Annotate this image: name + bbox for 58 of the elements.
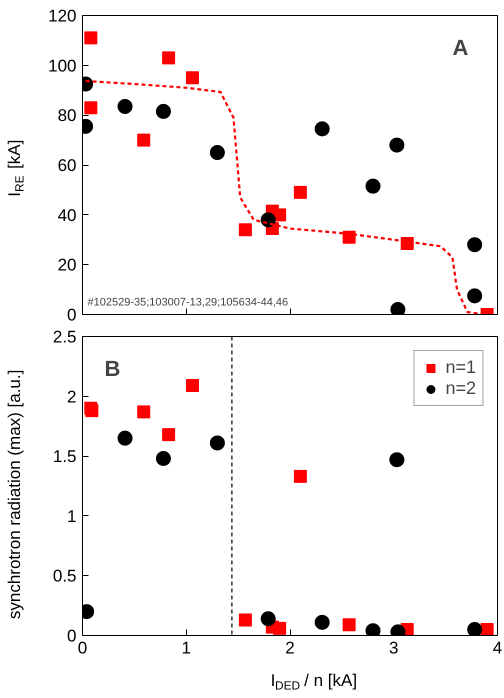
y-tick-label: 1: [67, 506, 77, 526]
x-tick-label: 1: [182, 638, 191, 658]
x-tick-label: 4: [492, 638, 502, 658]
annotation: #102529-35;103007-13,29;105634-44,46: [88, 296, 288, 308]
point: [118, 98, 133, 114]
point: [400, 236, 414, 250]
point: [366, 178, 380, 194]
point: [84, 31, 98, 44]
point: [467, 288, 482, 304]
point: [186, 71, 199, 84]
point: [84, 101, 98, 114]
point: [294, 470, 307, 483]
point: [118, 430, 133, 446]
point: [389, 138, 404, 153]
annotation: A: [452, 35, 468, 60]
x-tick-label: 3: [389, 638, 398, 658]
legend-label: n=2: [445, 378, 476, 399]
point: [137, 134, 150, 147]
y-tick-label: 100: [48, 56, 77, 76]
y-tick-label: 120: [48, 6, 77, 26]
point: [238, 223, 252, 236]
point: [137, 405, 150, 418]
y-tick-label: 40: [58, 206, 77, 225]
point: [467, 622, 482, 636]
y-axis-title: synchrotron radiation (max) [a.u.]: [5, 370, 24, 620]
point: [342, 618, 356, 632]
point: [210, 145, 225, 160]
point: [342, 230, 356, 244]
y-tick-label: 80: [58, 106, 77, 126]
point: [294, 186, 307, 199]
point: [238, 613, 252, 626]
y-tick-label: 0: [67, 306, 77, 324]
y-axis-title: IRE [kA]: [5, 140, 27, 197]
y-tick-label: 0.5: [52, 566, 77, 586]
y-tick-label: 1.5: [52, 447, 77, 466]
point: [210, 435, 225, 450]
y-tick-label: 60: [58, 156, 77, 175]
point: [85, 404, 98, 418]
point: [389, 452, 404, 468]
y-tick-label: 2.5: [52, 328, 77, 346]
point: [314, 121, 330, 136]
point: [186, 379, 199, 392]
y-tick-label: 2: [67, 387, 77, 406]
annotation: B: [104, 356, 120, 381]
y-tick-label: 0: [67, 626, 77, 646]
legend-label: n=1: [445, 357, 476, 378]
point: [480, 623, 494, 636]
point: [162, 51, 176, 64]
point: [162, 428, 176, 442]
y-tick-label: 20: [58, 256, 77, 275]
point: [156, 451, 171, 466]
point: [156, 104, 171, 119]
x-tick-label: 2: [285, 638, 295, 658]
point: [314, 614, 330, 630]
point: [467, 237, 482, 252]
point: [273, 208, 286, 222]
point: [260, 611, 276, 626]
point: [273, 622, 286, 635]
